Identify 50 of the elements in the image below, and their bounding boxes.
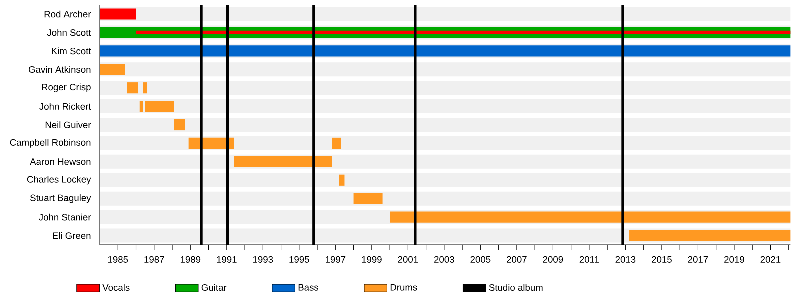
x-tick-label: 2021: [760, 256, 781, 263]
bar: [390, 212, 791, 223]
bar: [140, 101, 144, 112]
bar: [145, 101, 174, 112]
x-tick-label: 2017: [688, 256, 708, 263]
x-tick-label: 2019: [724, 256, 744, 263]
y-tick-label: John Scott: [47, 29, 92, 36]
y-tick-label: Neil Guiver: [46, 122, 92, 128]
bar: [629, 230, 791, 242]
x-tick-label: 1989: [180, 256, 201, 263]
y-tick-label: Stuart Baguley: [30, 194, 92, 204]
x-tick-label: 1995: [290, 256, 310, 263]
legend-label: Vocals: [102, 284, 130, 292]
x-tick-label: 2015: [652, 256, 672, 263]
y-tick-label: Kim Scott: [52, 48, 92, 55]
bar: [354, 193, 383, 204]
x-tick-label: 1985: [108, 256, 128, 263]
y-tick-label: Rod Archer: [44, 10, 92, 18]
x-tick-label: 2007: [507, 256, 527, 263]
x-tick-label: 2005: [470, 256, 491, 263]
x-tick-label: 1993: [253, 256, 274, 263]
bar: [174, 119, 186, 131]
x-tick-label: 1991: [217, 256, 237, 263]
bar: [332, 138, 342, 150]
y-tick-label: Aaron Hewson: [30, 158, 91, 166]
legend-label: Studio album: [489, 284, 543, 292]
y-tick-label: John Rickert: [40, 103, 92, 110]
y-tick-label: Campbell Robinson: [10, 139, 91, 148]
x-tick-label: 2009: [543, 256, 564, 263]
x-tick-label: 2011: [580, 256, 600, 263]
y-tick-label: Eli Green: [53, 232, 91, 240]
x-tick-label: 2003: [434, 256, 454, 263]
bar: [234, 156, 332, 168]
bar: [144, 82, 148, 94]
x-tick-label: 2001: [398, 256, 418, 263]
bar: [127, 82, 138, 94]
bar: [100, 64, 126, 76]
x-tick-label: 1997: [326, 256, 346, 263]
y-tick-label: Gavin Atkinson: [28, 66, 91, 74]
bar: [100, 46, 791, 57]
x-tick-label: 2013: [616, 256, 636, 263]
y-tick-label: Charles Lockey: [27, 176, 92, 185]
bar: [339, 174, 345, 186]
x-tick-label: 1999: [362, 256, 382, 263]
y-tick-label: John Stanier: [39, 214, 92, 221]
x-tick-label: 1987: [144, 256, 164, 263]
legend-label: Drums: [390, 284, 418, 291]
legend-label: Bass: [298, 284, 319, 291]
legend-label: Guitar: [202, 284, 227, 292]
y-tick-label: Roger Crisp: [42, 84, 91, 92]
